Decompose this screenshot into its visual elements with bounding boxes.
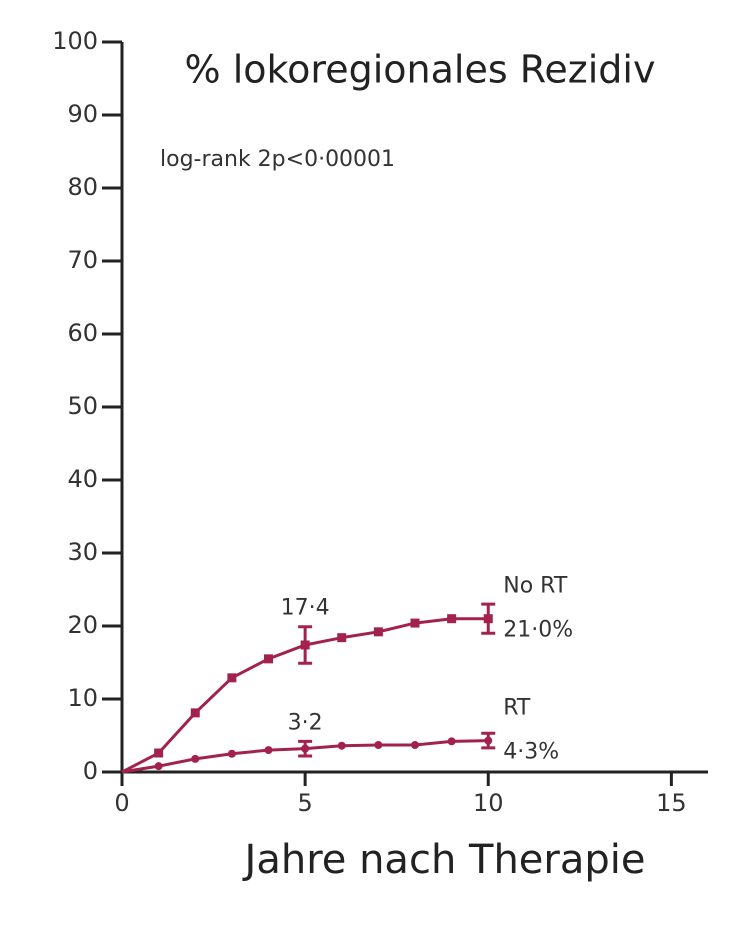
marker	[264, 746, 273, 755]
marker	[411, 740, 419, 749]
y-tick-label: 10	[67, 684, 98, 712]
chart-title: % lokoregionales Rezidiv	[185, 48, 656, 92]
y-tick-label: 0	[83, 757, 98, 785]
value-label: 3·2	[288, 710, 323, 735]
marker	[337, 633, 347, 643]
y-tick-label: 40	[67, 465, 98, 493]
marker	[191, 754, 200, 763]
y-tick-label: 30	[67, 538, 98, 566]
y-tick-label: 90	[67, 100, 98, 128]
y-tick-label: 50	[67, 392, 98, 420]
series-name: RT	[503, 696, 531, 721]
value-label: 4·3%	[503, 740, 559, 765]
series-name: No RT	[503, 574, 568, 599]
marker	[447, 614, 457, 624]
x-axis-label: Jahre nach Therapie	[242, 837, 646, 883]
marker	[264, 654, 273, 664]
marker	[154, 762, 163, 771]
error-bar	[481, 602, 496, 635]
y-tick-label: 100	[52, 27, 98, 55]
marker	[227, 749, 236, 758]
x-tick-label: 0	[114, 789, 129, 817]
marker	[410, 618, 420, 628]
y-tick-label: 70	[67, 246, 98, 274]
marker	[374, 740, 383, 749]
value-label: 17·4	[281, 596, 330, 621]
y-tick-label: 20	[67, 611, 98, 639]
error-bar	[298, 625, 313, 665]
error-bar	[298, 739, 313, 758]
marker	[373, 627, 383, 637]
x-tick-label: 10	[473, 789, 504, 817]
marker	[190, 708, 200, 718]
error-bar	[481, 731, 496, 750]
y-tick-label: 80	[67, 173, 98, 201]
marker	[227, 673, 237, 683]
value-label: 21·0%	[503, 618, 573, 643]
marker	[154, 748, 164, 758]
marker	[337, 741, 346, 750]
x-tick-label: 5	[297, 789, 312, 817]
x-tick-label: 15	[656, 789, 687, 817]
y-tick-label: 60	[67, 319, 98, 347]
annotation: log-rank 2p<0·00001	[160, 147, 395, 172]
marker	[447, 737, 456, 746]
